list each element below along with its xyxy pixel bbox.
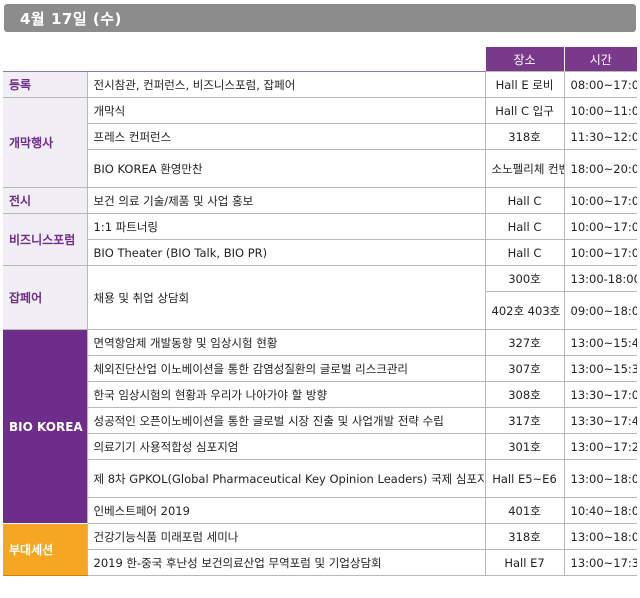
table-row: BIO KOREA 환영만찬 소노펠리체 컨벤션 3층 18:00~20:00 bbox=[3, 149, 637, 188]
row-place: 소노펠리체 컨벤션 3층 bbox=[484, 149, 564, 188]
blank-header-cell bbox=[3, 47, 87, 72]
table-row: 전시 보건 의료 기술/제품 및 사업 홍보 Hall C 10:00~17:0… bbox=[3, 187, 637, 214]
table-row: BIO KOREA 세션 면역항암제 개발동향 및 임상시험 현황 327호 1… bbox=[3, 329, 637, 524]
row-time: 13:30~17:40 bbox=[563, 407, 637, 434]
row-desc: 보건 의료 기술/제품 및 사업 홍보 bbox=[86, 187, 485, 214]
row-desc: BIO KOREA 환영만찬 bbox=[86, 149, 485, 188]
table-row: 의료기기 사용적합성 심포지엄 301호 13:00~17:20 bbox=[3, 433, 637, 460]
row-time: 13:00~17:30 bbox=[563, 549, 637, 576]
row-place: 308호 bbox=[484, 381, 564, 408]
category-exhibition: 전시 bbox=[3, 187, 87, 214]
row-place: Hall E 로비 bbox=[484, 71, 564, 98]
row-desc: 성공적인 오픈이노베이션을 통한 글로벌 시장 진출 및 사업개발 전략 수립 bbox=[86, 407, 485, 434]
row-time: 10:00~11:00 bbox=[563, 97, 637, 124]
row-desc: 제 8차 GPKOL(Global Pharmaceutical Key Opi… bbox=[86, 459, 485, 498]
row-place: 401호 bbox=[484, 497, 564, 524]
table-row: 2019 한-중국 후난성 보건의료산업 무역포럼 및 기업상담회 Hall E… bbox=[3, 549, 637, 576]
date-header: 4월 17일 (수) bbox=[4, 4, 636, 32]
table-row: 체외진단산업 이노베이션을 통한 감염성질환의 글로벌 리스크관리 307호 1… bbox=[3, 355, 637, 382]
table-row: 인베스트페어 2019 401호 10:40~18:00 bbox=[3, 497, 637, 524]
row-time: 13:00~18:00 bbox=[563, 459, 637, 498]
row-time: 11:30~12:00 bbox=[563, 123, 637, 150]
row-place: Hall E7 bbox=[484, 549, 564, 576]
table-header-row: 장소 시간 bbox=[3, 47, 637, 72]
row-desc: 1:1 파트너링 bbox=[86, 213, 485, 240]
category-registration: 등록 bbox=[3, 71, 87, 98]
row-place: 318호 bbox=[484, 123, 564, 150]
row-time: 13:00~17:20 bbox=[563, 433, 637, 460]
row-desc: 전시참관, 컨퍼런스, 비즈니스포럼, 잡페어 bbox=[86, 71, 485, 98]
row-time: 13:00~15:30 bbox=[563, 355, 637, 382]
row-place: Hall C 입구 bbox=[484, 97, 564, 124]
blank-header-cell bbox=[87, 47, 485, 72]
schedule-table: 장소 시간 등록 전시참관, 컨퍼런스, 비즈니스포럼, 잡페어 Hall E … bbox=[3, 47, 637, 576]
row-desc: 체외진단산업 이노베이션을 통한 감염성질환의 글로벌 리스크관리 bbox=[86, 355, 485, 382]
category-bio-korea-session: BIO KOREA 세션 bbox=[3, 329, 87, 524]
row-place: Hall C bbox=[484, 213, 564, 240]
row-time: 13:00~15:40 bbox=[563, 329, 637, 356]
row-place: 402호 403호 bbox=[484, 291, 564, 330]
table-row: 비즈니스포럼 1:1 파트너링 Hall C 10:00~17:00 bbox=[3, 213, 637, 266]
row-place: Hall C bbox=[484, 187, 564, 214]
row-time: 10:00~17:00 bbox=[563, 187, 637, 214]
row-time: 09:00~18:00 bbox=[563, 291, 637, 330]
table-row: BIO Theater (BIO Talk, BIO PR) Hall C 10… bbox=[3, 239, 637, 266]
row-place: 318호 bbox=[484, 523, 564, 550]
time-header: 시간 bbox=[563, 47, 637, 72]
category-opening: 개막행사 bbox=[3, 97, 87, 188]
row-place: 317호 bbox=[484, 407, 564, 434]
table-row: 성공적인 오픈이노베이션을 통한 글로벌 시장 진출 및 사업개발 전략 수립 … bbox=[3, 407, 637, 434]
date-title: 4월 17일 (수) bbox=[20, 10, 122, 28]
row-desc: 2019 한-중국 후난성 보건의료산업 무역포럼 및 기업상담회 bbox=[86, 549, 485, 576]
table-row: 402호 403호 09:00~18:00 bbox=[3, 291, 637, 330]
table-row: 부대세션 건강기능식품 미래포럼 세미나 318호 13:00~18:00 bbox=[3, 523, 637, 576]
row-desc: 프레스 컨퍼런스 bbox=[86, 123, 485, 150]
category-side-session: 부대세션 bbox=[3, 523, 87, 576]
category-business-forum: 비즈니스포럼 bbox=[3, 213, 87, 266]
row-desc: 채용 및 취업 상담회 bbox=[86, 265, 485, 330]
row-desc: 건강기능식품 미래포럼 세미나 bbox=[86, 523, 485, 550]
row-desc: 한국 임상시험의 현황과 우리가 나아가야 할 방향 bbox=[86, 381, 485, 408]
row-time: 10:00~17:00 bbox=[563, 239, 637, 266]
row-place: 327호 bbox=[484, 329, 564, 356]
row-desc: BIO Theater (BIO Talk, BIO PR) bbox=[86, 239, 485, 266]
row-time: 18:00~20:00 bbox=[563, 149, 637, 188]
place-header: 장소 bbox=[484, 47, 564, 72]
row-place: 301호 bbox=[484, 433, 564, 460]
row-time: 13:00-18:00 bbox=[563, 265, 637, 292]
table-row: 제 8차 GPKOL(Global Pharmaceutical Key Opi… bbox=[3, 459, 637, 498]
row-place: Hall C bbox=[484, 239, 564, 266]
row-time: 10:40~18:00 bbox=[563, 497, 637, 524]
row-time: 08:00~17:00 bbox=[563, 71, 637, 98]
row-place: Hall E5~E6 bbox=[484, 459, 564, 498]
table-row: 프레스 컨퍼런스 318호 11:30~12:00 bbox=[3, 123, 637, 150]
table-row: 개막행사 개막식 Hall C 입구 10:00~11:00 bbox=[3, 97, 637, 188]
row-desc: 개막식 bbox=[86, 97, 485, 124]
row-time: 13:30~17:00 bbox=[563, 381, 637, 408]
row-desc: 인베스트페어 2019 bbox=[86, 497, 485, 524]
row-desc: 의료기기 사용적합성 심포지엄 bbox=[86, 433, 485, 460]
row-desc: 면역항암제 개발동향 및 임상시험 현황 bbox=[86, 329, 485, 356]
table-row: 잡페어 채용 및 취업 상담회 300호 13:00-18:00 bbox=[3, 265, 637, 330]
row-place: 300호 bbox=[484, 265, 564, 292]
category-job-fair: 잡페어 bbox=[3, 265, 87, 330]
row-place: 307호 bbox=[484, 355, 564, 382]
table-row: 한국 임상시험의 현황과 우리가 나아가야 할 방향 308호 13:30~17… bbox=[3, 381, 637, 408]
row-time: 13:00~18:00 bbox=[563, 523, 637, 550]
row-time: 10:00~17:00 bbox=[563, 213, 637, 240]
table-row: 등록 전시참관, 컨퍼런스, 비즈니스포럼, 잡페어 Hall E 로비 08:… bbox=[3, 71, 637, 98]
